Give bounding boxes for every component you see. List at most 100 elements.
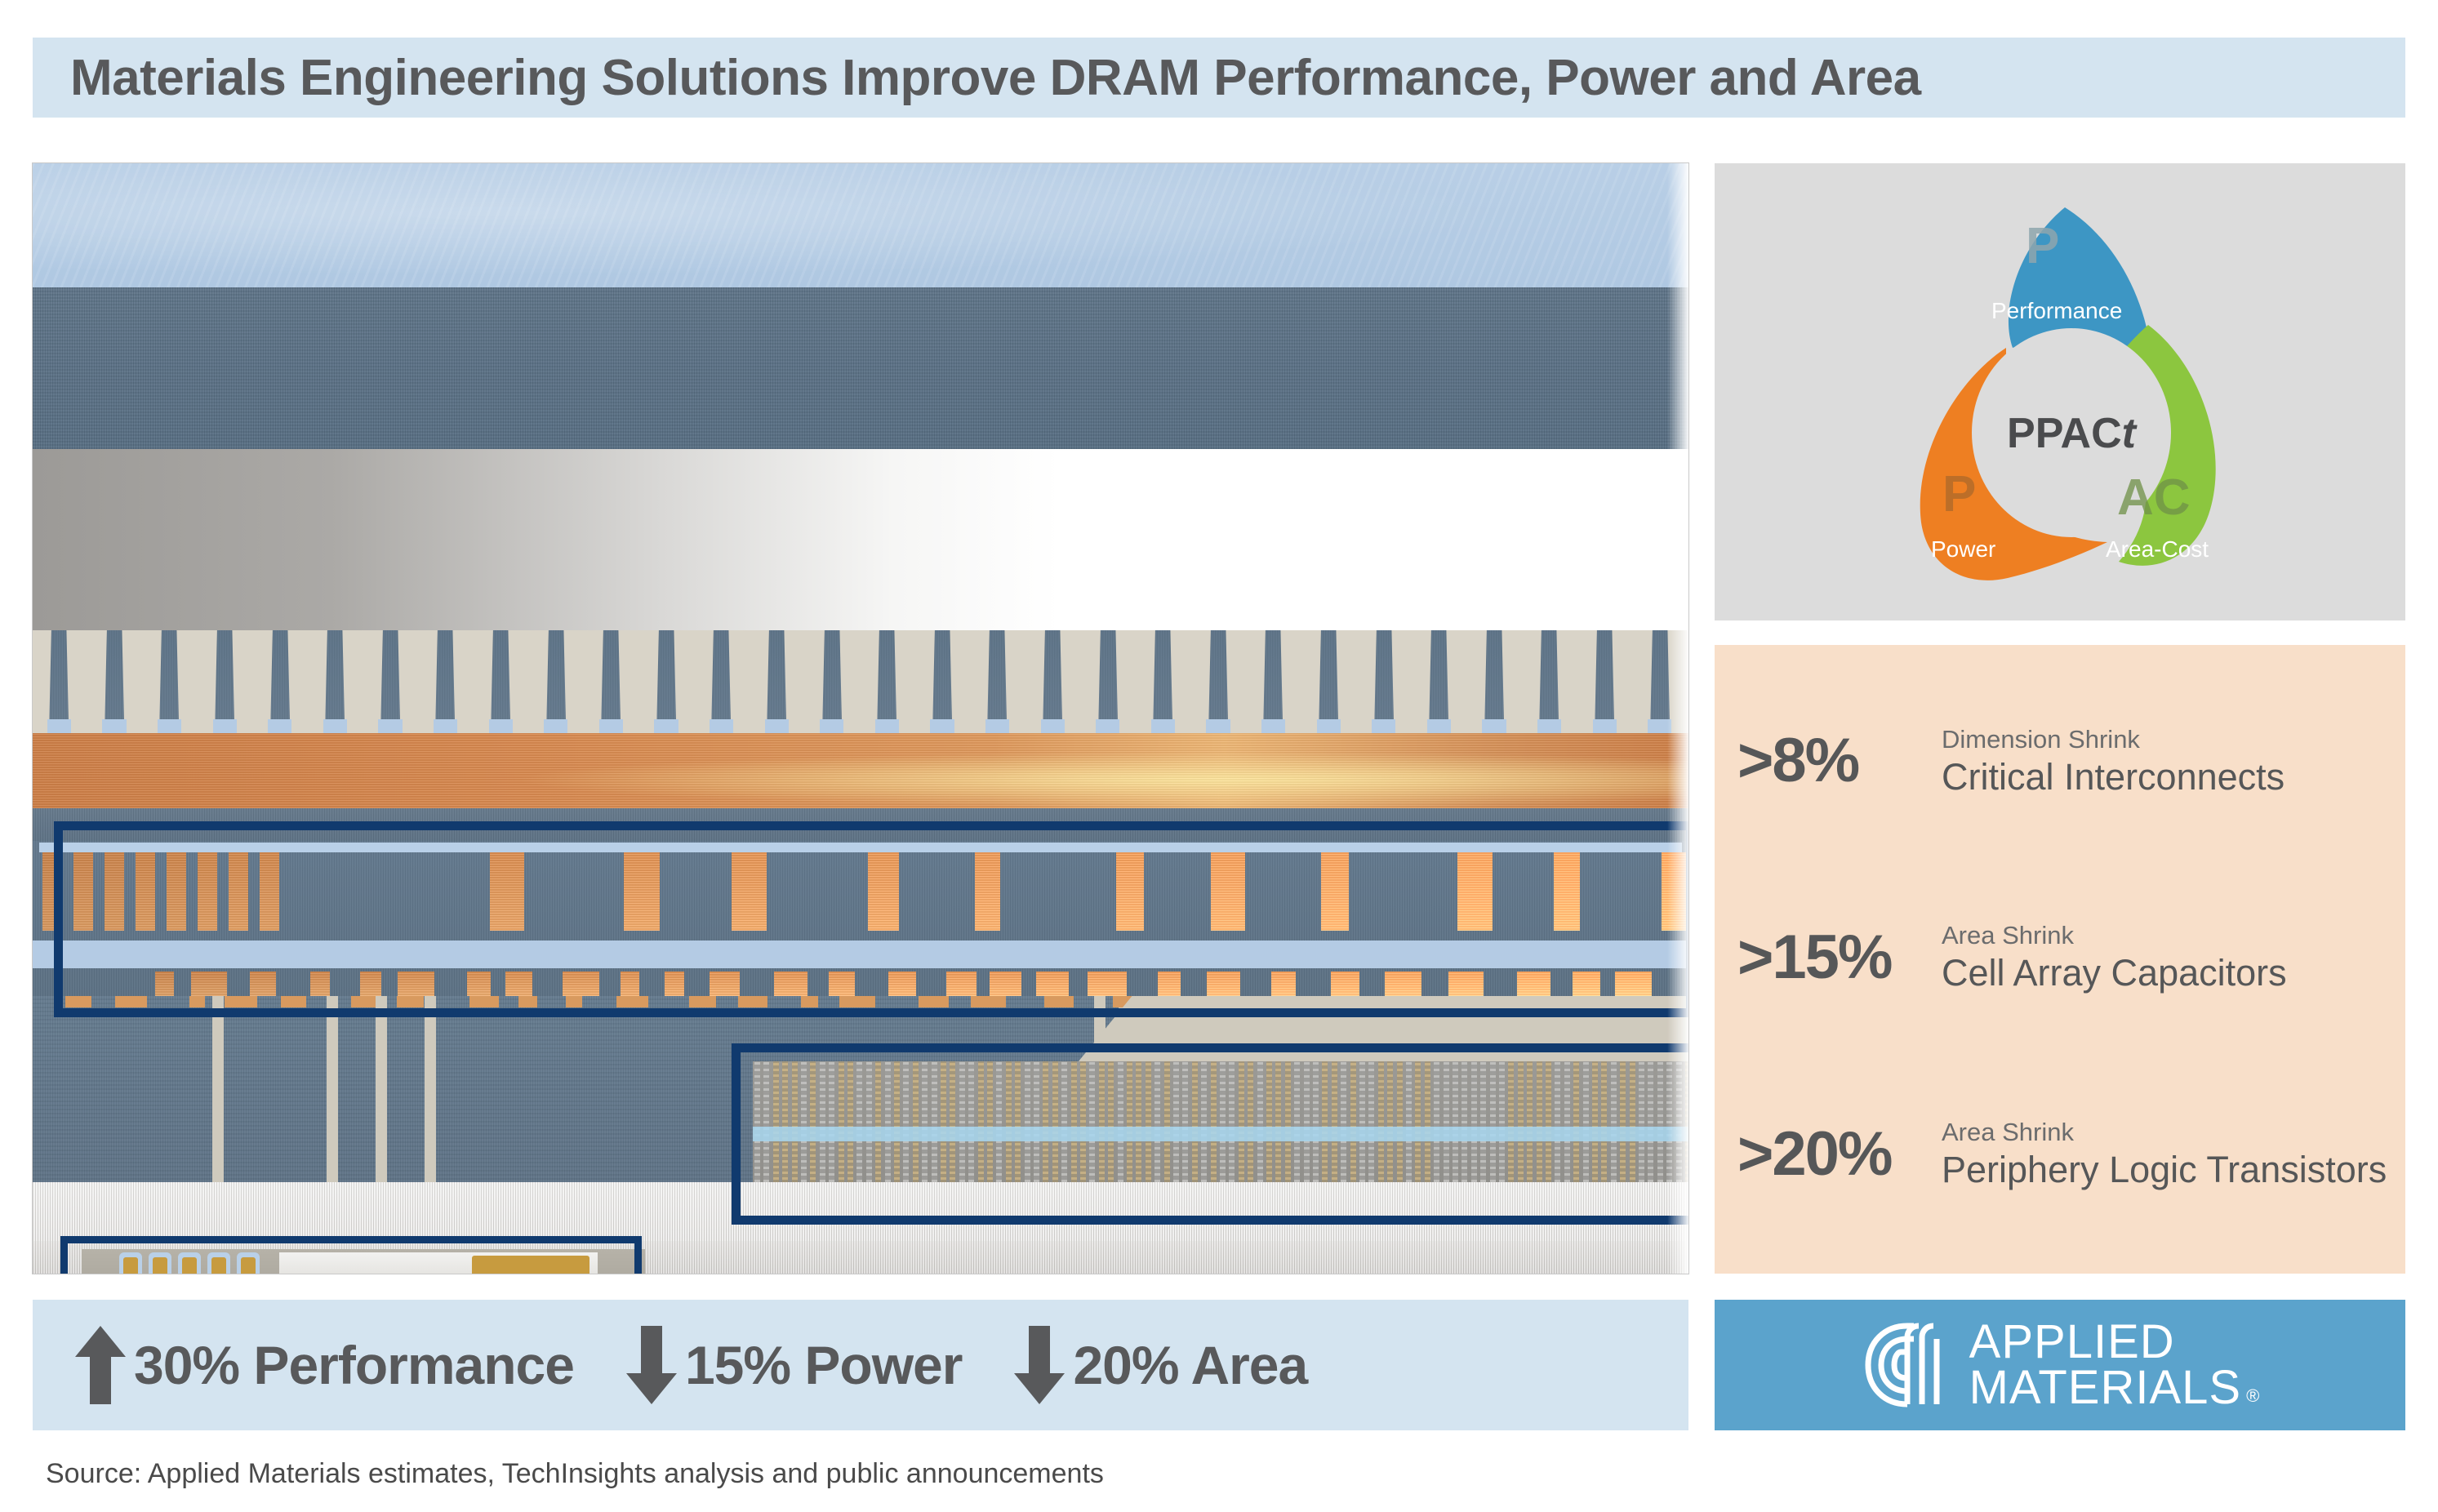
tapered-contact bbox=[159, 630, 179, 733]
interconnect-via bbox=[1321, 852, 1350, 931]
stat-title: Periphery Logic Transistors bbox=[1942, 1148, 2387, 1190]
tapered-contact bbox=[105, 630, 124, 733]
tapered-contact bbox=[215, 630, 234, 733]
interconnect-metal-line bbox=[990, 972, 1021, 996]
periphery-logic-transistor-row bbox=[82, 1249, 645, 1274]
stat-percent: >8% bbox=[1737, 726, 1860, 796]
interconnect-metal-line bbox=[888, 972, 916, 996]
metal-stub bbox=[281, 996, 306, 1007]
logo-panel: APPLIED MATERIALS ® bbox=[1715, 1300, 2405, 1430]
interconnect-metal-line bbox=[1517, 972, 1551, 996]
layer-top-passivation bbox=[33, 163, 1688, 287]
tapered-contact bbox=[656, 630, 676, 733]
contact-foot bbox=[764, 719, 789, 733]
contact-foot bbox=[1537, 719, 1562, 733]
tapered-contact bbox=[1098, 630, 1118, 733]
tapered-contact bbox=[987, 630, 1007, 733]
interconnect-metal-line bbox=[505, 972, 533, 996]
capacitor-support-band bbox=[753, 1127, 1688, 1141]
source-note: Source: Applied Materials estimates, Tec… bbox=[46, 1458, 1104, 1489]
metal-stub bbox=[737, 996, 768, 1007]
applied-materials-logo: APPLIED MATERIALS ® bbox=[1860, 1319, 2261, 1411]
stat-subtitle: Area Shrink bbox=[1942, 1117, 2074, 1146]
interconnect-metal-line bbox=[1271, 972, 1297, 996]
metal-stub bbox=[115, 996, 148, 1007]
metal-stub bbox=[351, 996, 376, 1007]
contact-foot bbox=[710, 719, 734, 733]
interconnect-via bbox=[1210, 852, 1245, 931]
stat-text-group: Dimension Shrink Critical Interconnects bbox=[1942, 724, 2285, 798]
contact-foot bbox=[102, 719, 127, 733]
ppact-letter-power: P bbox=[1942, 466, 1976, 523]
tapered-contact bbox=[380, 630, 400, 733]
interconnect-metal-line bbox=[249, 972, 276, 996]
metal-stub bbox=[518, 996, 537, 1007]
interconnect-metal-line bbox=[1615, 972, 1652, 996]
interconnect-metal-line bbox=[829, 972, 855, 996]
logic-gate-metal bbox=[182, 1257, 197, 1274]
metal-stub bbox=[616, 996, 648, 1007]
summary-item: 15% Power bbox=[625, 1324, 963, 1406]
interconnect-metal-line bbox=[774, 972, 807, 996]
layer-copper-line bbox=[33, 733, 1688, 808]
stat-text-group: Area Shrink Periphery Logic Transistors bbox=[1942, 1118, 2387, 1190]
stat-text-group: Area Shrink Cell Array Capacitors bbox=[1942, 922, 2287, 994]
layer-dielectric-slate bbox=[33, 287, 1688, 449]
tapered-contact bbox=[270, 630, 290, 733]
tapered-contact bbox=[1539, 630, 1559, 733]
metal-stub bbox=[469, 996, 499, 1007]
interconnect-metal-line bbox=[466, 972, 491, 996]
interconnect-via bbox=[260, 852, 279, 931]
arrow-down-icon bbox=[1014, 1326, 1066, 1404]
logic-gate-metal bbox=[241, 1257, 256, 1274]
interconnect-metal-line bbox=[1158, 972, 1181, 996]
interconnect-via bbox=[42, 852, 62, 931]
summary-label: 20% Area bbox=[1073, 1335, 1308, 1395]
interconnect-cap-layer bbox=[39, 843, 1682, 852]
summary-item: 20% Area bbox=[1014, 1324, 1308, 1406]
interconnect-metal-line bbox=[664, 972, 684, 996]
layer-metal-sheet bbox=[33, 449, 1688, 630]
metal-stub bbox=[919, 996, 950, 1007]
layer-barrier-strip bbox=[33, 808, 1688, 841]
tapered-contact bbox=[601, 630, 621, 733]
contact-foot bbox=[1096, 719, 1120, 733]
page-title: Materials Engineering Solutions Improve … bbox=[70, 49, 1921, 106]
contact-foot bbox=[1150, 719, 1176, 733]
stat-subtitle: Dimension Shrink bbox=[1942, 724, 2140, 754]
contact-foot bbox=[598, 719, 624, 733]
metal-stub bbox=[189, 996, 205, 1007]
contact-column bbox=[376, 996, 387, 1241]
contact-foot bbox=[1206, 719, 1230, 733]
summary-label: 15% Power bbox=[684, 1335, 963, 1395]
summary-item: 30% Performance bbox=[75, 1324, 575, 1406]
tapered-contact bbox=[49, 630, 69, 733]
metal-stub bbox=[800, 996, 818, 1007]
logic-gate-metal bbox=[123, 1257, 138, 1274]
registered-mark: ® bbox=[2246, 1385, 2261, 1406]
interconnect-metal-line bbox=[946, 972, 977, 996]
ppact-label-performance: Performance bbox=[1991, 298, 2122, 323]
tapered-contact bbox=[767, 630, 786, 733]
contact-foot bbox=[212, 719, 237, 733]
interconnect-metal-line bbox=[155, 972, 174, 996]
interconnect-via bbox=[731, 852, 767, 931]
tapered-contact bbox=[435, 630, 455, 733]
stats-panel: >8% Dimension Shrink Critical Interconne… bbox=[1715, 645, 2405, 1274]
tapered-contact bbox=[546, 630, 566, 733]
interconnect-via bbox=[198, 852, 217, 931]
tapered-contact bbox=[1043, 630, 1062, 733]
contact-foot bbox=[1482, 719, 1506, 733]
interconnect-via bbox=[490, 852, 524, 931]
metal-stub bbox=[396, 996, 424, 1007]
tapered-contact bbox=[1484, 630, 1504, 733]
interconnect-metal-line bbox=[1206, 972, 1240, 996]
metal-stub bbox=[1043, 996, 1074, 1007]
logic-gate-metal bbox=[153, 1257, 167, 1274]
contact-foot bbox=[47, 719, 72, 733]
tapered-contact bbox=[1153, 630, 1172, 733]
interconnect-via bbox=[167, 852, 186, 931]
contact-foot bbox=[323, 719, 348, 733]
contact-foot bbox=[488, 719, 513, 733]
stat-row: >15% Area Shrink Cell Array Capacitors bbox=[1715, 922, 2405, 994]
